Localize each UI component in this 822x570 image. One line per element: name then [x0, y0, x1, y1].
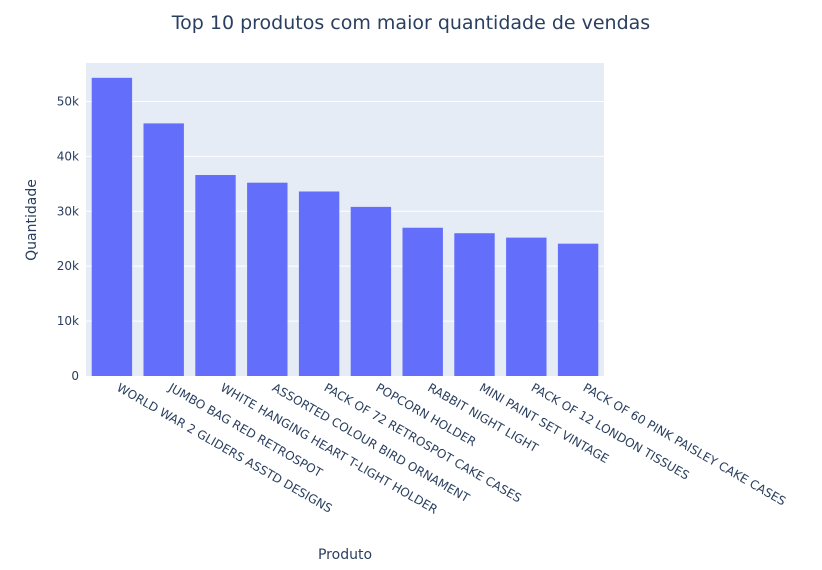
bar[interactable] [247, 182, 288, 376]
bar[interactable] [506, 237, 547, 376]
bar[interactable] [195, 175, 236, 376]
bar[interactable] [91, 77, 133, 376]
bar[interactable] [454, 233, 495, 376]
x-axis-title: Produto [318, 547, 372, 563]
y-tick-label: 50k [57, 94, 79, 108]
y-axis-title: Quantidade [24, 179, 40, 261]
bar[interactable] [402, 227, 443, 376]
bar[interactable] [298, 191, 340, 376]
y-tick-label: 30k [57, 204, 79, 218]
x-tick-label: PACK OF 60 PINK PAISLEY CAKE CASES [581, 380, 789, 508]
chart-title: Top 10 produtos com maior quantidade de … [171, 12, 650, 34]
y-tick-label: 20k [57, 259, 79, 273]
y-tick-label: 0 [71, 369, 79, 383]
bar[interactable] [557, 243, 599, 376]
bar[interactable] [350, 206, 392, 376]
y-tick-label: 40k [57, 149, 79, 163]
y-tick-label: 10k [57, 314, 79, 328]
bar[interactable] [143, 123, 184, 377]
